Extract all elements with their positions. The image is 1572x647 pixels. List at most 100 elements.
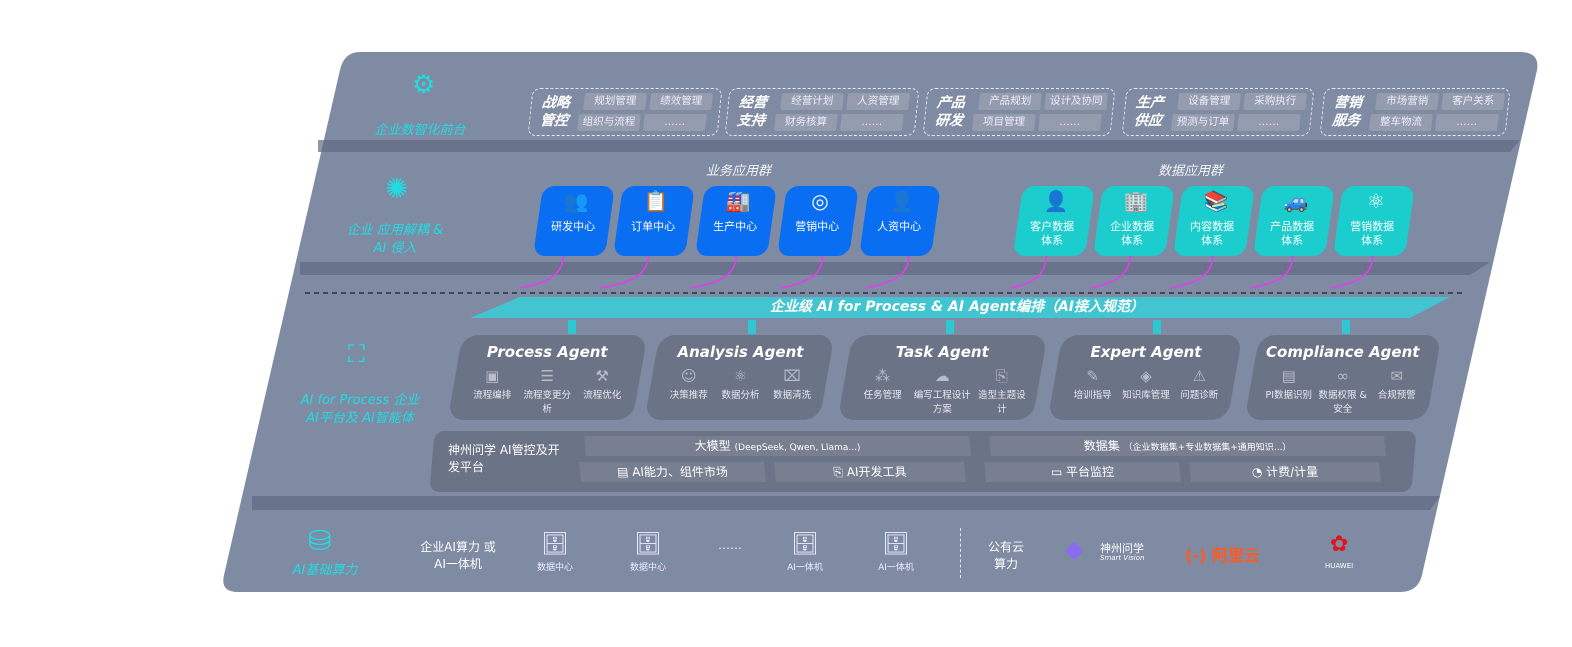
target-icon: ◎ bbox=[811, 189, 829, 213]
group-title: 产品研发 bbox=[934, 95, 966, 129]
group-operations: 经营支持 经营计划 人资管理 财务核算 …… bbox=[724, 88, 920, 136]
card-label: 营销中心 bbox=[795, 220, 840, 233]
chip: 采购执行 bbox=[1243, 93, 1307, 110]
task-agent[interactable]: Task Agent ⁂ 任务管理 ☁ 编写工程设计方案 ⎘ 造型主题设计 bbox=[837, 335, 1048, 420]
id-card-icon: ▤ bbox=[1281, 367, 1296, 385]
app-card-marketing[interactable]: ◎ 营销中心 bbox=[777, 186, 859, 256]
data-card-customer[interactable]: 👤 客户数据体系 bbox=[1013, 186, 1095, 256]
chip: 预测与订单 bbox=[1171, 114, 1235, 131]
card-label: 内容数据体系 bbox=[1190, 220, 1235, 247]
ai-label: AI for Process 企业AI平台及 AI智能体 bbox=[300, 393, 420, 426]
data-card-content[interactable]: 📚 内容数据体系 bbox=[1173, 186, 1255, 256]
compliance-agent[interactable]: Compliance Agent ▤ PI数据识别 ∞ 数据权限 & 安全 ✉ 合规预警 bbox=[1244, 335, 1442, 420]
agent-item: ⚠ 问题诊断 bbox=[1173, 367, 1226, 401]
chip: …… bbox=[643, 114, 707, 131]
server-icon: 🗄 bbox=[541, 532, 569, 557]
agent-title: Task Agent bbox=[895, 343, 989, 361]
agent-item: ◈ 知识库管理 bbox=[1119, 367, 1172, 401]
agent-item: ∞ 数据权限 & 安全 bbox=[1316, 367, 1370, 415]
infra-label: AI基础算力 bbox=[292, 563, 358, 578]
card-label: 人资中心 bbox=[877, 220, 922, 233]
agent-item: ✉ 合规预警 bbox=[1370, 367, 1424, 415]
atom-icon: ⚛ bbox=[733, 367, 748, 385]
network-node-icon: ✺ bbox=[385, 172, 409, 205]
head-icon: ☺ bbox=[680, 367, 697, 385]
business-apps-title: 业务应用群 bbox=[706, 164, 772, 179]
agent-item: ⌧ 数据清洗 bbox=[766, 367, 818, 401]
apps-label: 企业 应用解耦 & AI 侵入 bbox=[346, 223, 444, 256]
agent-title: Compliance Agent bbox=[1266, 343, 1420, 361]
link-icon: ∞ bbox=[1336, 367, 1349, 385]
group-strategy: 战略管控 规划管理 绩效管理 组织与流程 …… bbox=[527, 88, 723, 136]
user-icon: 👤 bbox=[1043, 189, 1069, 213]
process-agent[interactable]: Process Agent ▣ 流程编排 ☰ 流程变更分析 ⚒ 流程优化 bbox=[447, 335, 648, 420]
chip: …… bbox=[1038, 114, 1102, 131]
agent-item: ▤ PI数据识别 bbox=[1262, 367, 1316, 415]
database-icon: ⛁ bbox=[308, 524, 332, 557]
platform-monitor[interactable]: ▭ 平台监控 bbox=[984, 462, 1181, 482]
diagnosis-icon: ⚠ bbox=[1192, 367, 1207, 385]
model-bar: 大模型 (DeepSeek, Qwen, Llama...) bbox=[584, 436, 971, 456]
factory-icon: 🏭 bbox=[725, 189, 751, 213]
layers-icon: ◈ bbox=[1140, 367, 1152, 385]
group-title: 经营支持 bbox=[736, 95, 768, 129]
document-settings-icon: ⎘ bbox=[995, 367, 1008, 385]
agent-item: ▣ 流程编排 bbox=[465, 367, 520, 415]
workflow-icon: ▣ bbox=[485, 367, 500, 385]
expert-agent[interactable]: Expert Agent ✎ 培训指导 ◈ 知识库管理 ⚠ 问题诊断 bbox=[1047, 335, 1243, 420]
shenzhou-logo-icon: ◆ bbox=[1065, 535, 1084, 563]
list-icon: ☰ bbox=[540, 367, 554, 385]
app-card-production[interactable]: 🏭 生产中心 bbox=[695, 186, 777, 256]
car-icon: 🚙 bbox=[1283, 189, 1309, 213]
alert-icon: ✉ bbox=[1390, 367, 1404, 385]
network-icon: ⁂ bbox=[875, 367, 891, 385]
infra-node: 🗄 AI一体机 bbox=[866, 532, 926, 573]
building-icon: 🏢 bbox=[1123, 189, 1149, 213]
frontend-label: 企业数智化前台 bbox=[374, 123, 466, 138]
data-apps-title: 数据应用群 bbox=[1158, 164, 1224, 179]
analysis-agent[interactable]: Analysis Agent ☺ 决策推荐 ⚛ 数据分析 ⌧ 数据清洗 bbox=[644, 335, 835, 420]
person-icon: 👤 bbox=[889, 189, 915, 213]
chip: …… bbox=[1435, 114, 1499, 131]
agent-item: ⚛ 数据分析 bbox=[715, 367, 767, 401]
atom-icon: ⚛ bbox=[1366, 189, 1385, 213]
shenzhou-logo: 神州问学 bbox=[1100, 542, 1144, 555]
card-label: 订单中心 bbox=[631, 220, 676, 233]
huawei-logo-icon: ✿ bbox=[1330, 532, 1349, 557]
card-label: 客户数据体系 bbox=[1030, 220, 1075, 247]
huawei-logo: HUAWEI bbox=[1325, 562, 1354, 570]
chip: 产品规划 bbox=[978, 93, 1042, 110]
server-icon: 🗄 bbox=[634, 532, 662, 557]
people-icon: 👥 bbox=[563, 189, 589, 213]
infra-node: 🗄 数据中心 bbox=[618, 532, 678, 573]
aliyun-logo: (-) 阿里云 bbox=[1185, 546, 1260, 565]
clipboard-icon: 📋 bbox=[643, 189, 669, 213]
app-card-order[interactable]: 📋 订单中心 bbox=[613, 186, 695, 256]
app-card-rnd[interactable]: 👥 研发中心 bbox=[533, 186, 615, 256]
agent-item: ☁ 编写工程设计方案 bbox=[910, 367, 974, 415]
data-card-marketing[interactable]: ⚛ 营销数据体系 bbox=[1333, 186, 1415, 256]
billing[interactable]: ◔ 计费/计量 bbox=[1189, 462, 1381, 482]
chip: 规划管理 bbox=[583, 93, 647, 110]
app-card-hr[interactable]: 👤 人资中心 bbox=[859, 186, 941, 256]
face-scan-icon: ⛶ bbox=[348, 340, 365, 368]
group-title: 营销服务 bbox=[1331, 95, 1363, 129]
component-market[interactable]: ▤ AI能力、组件市场 bbox=[579, 462, 766, 482]
agent-title: Process Agent bbox=[486, 343, 608, 361]
monitor-icon: ▭ bbox=[1050, 465, 1067, 479]
ai-dev-tools[interactable]: ⎘ AI开发工具 bbox=[774, 462, 966, 482]
agent-item: ☰ 流程变更分析 bbox=[520, 367, 575, 415]
training-icon: ✎ bbox=[1086, 367, 1099, 385]
public-cloud-label: 公有云 算力 bbox=[987, 540, 1024, 571]
card-label: 生产中心 bbox=[713, 220, 758, 233]
clean-icon: ⌧ bbox=[783, 367, 801, 385]
agent-title: Expert Agent bbox=[1090, 343, 1202, 361]
infra-node: 🗄 数据中心 bbox=[525, 532, 585, 573]
data-card-enterprise[interactable]: 🏢 企业数据体系 bbox=[1093, 186, 1175, 256]
data-card-product[interactable]: 🚙 产品数据体系 bbox=[1253, 186, 1335, 256]
ai-banner: 企业级 AI for Process & AI Agent编排（AI接入规范） bbox=[770, 299, 1145, 315]
card-label: 产品数据体系 bbox=[1270, 220, 1315, 247]
server-icon: 🗄 bbox=[882, 532, 910, 557]
group-rnd: 产品研发 产品规划 设计及协同 项目管理 …… bbox=[922, 88, 1116, 136]
optimize-icon: ⚒ bbox=[595, 367, 609, 385]
